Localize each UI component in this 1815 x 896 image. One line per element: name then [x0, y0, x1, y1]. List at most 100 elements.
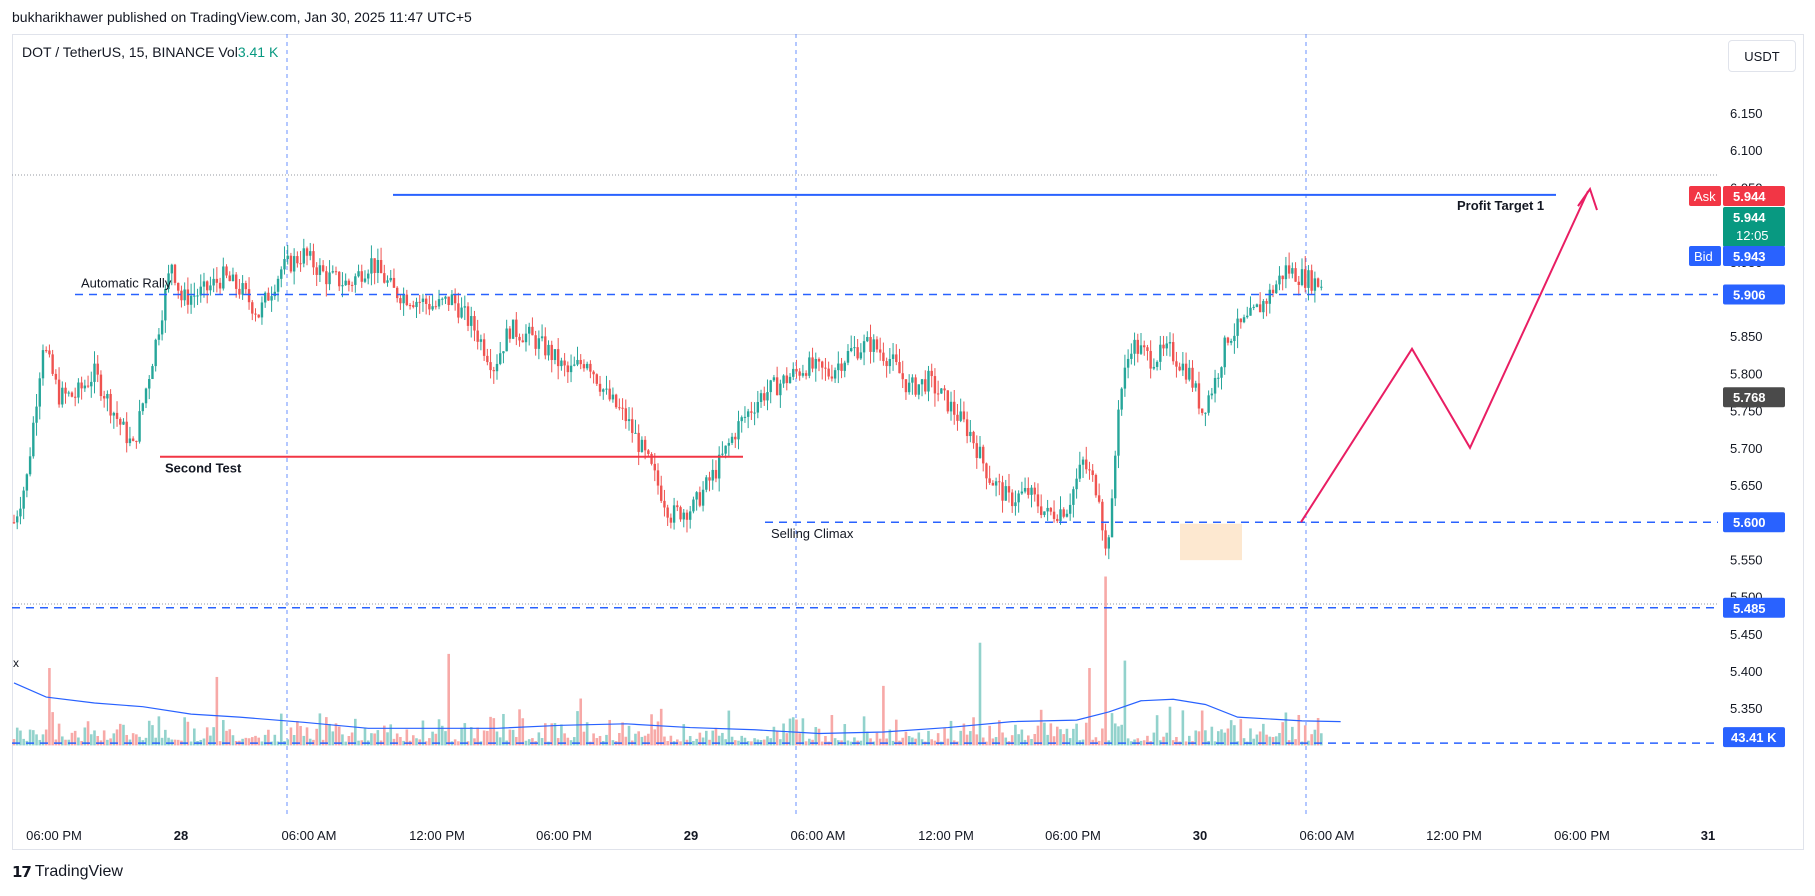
volume-bar: [894, 719, 898, 746]
volume-bar: [637, 731, 640, 746]
candle-body: [61, 387, 64, 405]
candle-body: [309, 251, 312, 256]
volume-bar: [1030, 739, 1033, 746]
published-line: bukharikhawer published on TradingView.c…: [12, 9, 472, 25]
volume-bar: [218, 741, 222, 746]
time-tick: 12:00 PM: [1426, 828, 1482, 843]
volume-bar: [35, 734, 38, 746]
volume-bar: [386, 732, 389, 746]
volume-bar: [762, 739, 766, 746]
candle-body: [962, 411, 966, 420]
candle-body: [267, 292, 270, 301]
volume-bar: [122, 724, 125, 746]
volume-bar: [843, 724, 847, 746]
candle-body: [856, 347, 859, 359]
volume-bar: [1094, 737, 1098, 746]
volume-bar: [102, 730, 106, 746]
volume-bar: [869, 738, 872, 746]
volume-bar: [701, 737, 705, 746]
candle-body: [421, 298, 425, 302]
volume-bar: [1052, 736, 1056, 746]
volume-bar: [998, 720, 1001, 746]
volume-bar: [328, 723, 331, 746]
candle-body: [376, 259, 380, 273]
volume-bar: [965, 734, 969, 746]
volume-bar: [495, 731, 499, 746]
volume-bar: [444, 731, 447, 746]
volume-bar: [540, 738, 544, 746]
candle-body: [218, 282, 222, 289]
candle-body: [206, 281, 209, 291]
candle-body: [19, 508, 22, 517]
candle-body: [402, 294, 405, 304]
volume-bar: [1142, 740, 1146, 746]
candle-body: [721, 453, 724, 455]
candle-body: [251, 302, 254, 314]
volume-bar: [453, 739, 457, 746]
bid-tag: Bid: [1694, 249, 1713, 264]
candle-body: [247, 289, 251, 303]
volume-bar: [1226, 728, 1230, 746]
volume-bar: [1039, 709, 1043, 746]
volume-bar: [228, 729, 232, 746]
volume-bar: [160, 737, 164, 746]
candle-body: [1207, 395, 1210, 413]
candle-body: [154, 339, 157, 367]
candle-body: [93, 363, 96, 382]
candle-body: [389, 277, 392, 281]
volume-bar: [80, 740, 83, 746]
time-tick: 29: [684, 828, 698, 843]
volume-bar: [1271, 737, 1275, 746]
price-tick: 5.550: [1730, 552, 1763, 567]
candle-body: [515, 319, 518, 337]
candle-body: [833, 370, 837, 379]
symbol-legend[interactable]: DOT / TetherUS, 15, BINANCE Vol3.41 K: [22, 44, 278, 60]
time-tick: 06:00 AM: [1300, 828, 1355, 843]
candle-body: [624, 408, 627, 422]
volume-bar: [1055, 726, 1059, 746]
close-pane-icon[interactable]: x: [13, 656, 19, 670]
volume-bar: [405, 729, 409, 746]
candle-body: [811, 357, 814, 369]
volume-bar: [1200, 710, 1204, 746]
climax-price-label: 5.600: [1733, 515, 1766, 530]
candle-body: [663, 500, 666, 508]
volume-bar: [241, 738, 244, 746]
volume-bar: [563, 733, 566, 746]
candle-body: [64, 387, 67, 394]
candle-body: [276, 278, 280, 292]
candle-body: [817, 358, 821, 362]
volume-bar: [859, 740, 863, 746]
volume-ma-line: [13, 682, 1341, 735]
footer[interactable]: 𝟭𝟳 TradingView: [12, 863, 123, 881]
volume-bar: [189, 741, 193, 746]
volume-bar: [1120, 724, 1123, 746]
candle-body: [1123, 367, 1127, 389]
volume-bar: [943, 728, 946, 746]
candle-body: [254, 313, 257, 315]
automatic-rally-label: Automatic Rally: [81, 276, 172, 291]
candle-body: [779, 383, 782, 396]
volume-bar: [1255, 734, 1259, 746]
volume-bar: [28, 729, 32, 746]
volume-bar: [798, 733, 801, 746]
candle-body: [1146, 347, 1149, 351]
second-test-label: Second Test: [165, 461, 242, 476]
candle-body: [534, 335, 537, 349]
candle-body: [647, 450, 650, 454]
candle-body: [1078, 464, 1082, 479]
volume-bar: [936, 733, 940, 746]
candle-body: [743, 416, 747, 418]
volume-bar: [279, 713, 283, 746]
volume-bar: [618, 732, 621, 746]
volume-bar: [1303, 725, 1307, 746]
volume-bar: [949, 720, 953, 746]
currency-button[interactable]: USDT: [1728, 40, 1796, 72]
candle-body: [614, 394, 618, 408]
volume-bar: [1216, 731, 1220, 746]
candle-body: [1152, 366, 1156, 369]
volume-bar: [1072, 728, 1075, 746]
candle-body: [334, 271, 338, 273]
bid-label-bg: [1723, 246, 1785, 266]
